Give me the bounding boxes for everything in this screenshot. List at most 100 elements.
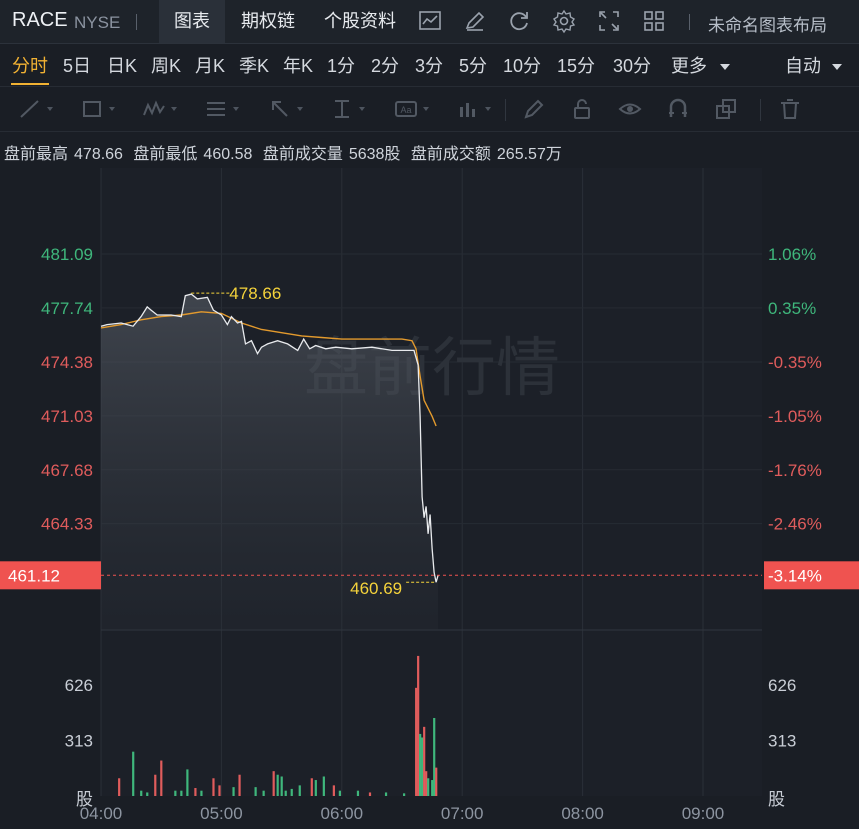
high-low-markers: 478.66 460.69 xyxy=(191,284,437,598)
volume-tick-label: 626 xyxy=(768,676,796,695)
premarket-low-label: 盘前最低 xyxy=(133,146,198,163)
period-5min[interactable]: 5分 xyxy=(459,56,488,76)
percent-tick-label: -0.35% xyxy=(768,353,822,372)
period-quarterly[interactable]: 季K xyxy=(239,56,270,76)
volume-bar xyxy=(262,790,265,796)
separator xyxy=(505,99,506,121)
volume-bar xyxy=(322,776,325,796)
line-tool-icon[interactable] xyxy=(18,97,58,121)
settings-icon[interactable] xyxy=(551,8,577,34)
brush-icon[interactable] xyxy=(522,97,562,121)
volume-bar xyxy=(254,787,257,796)
auto-scale-label: 自动 xyxy=(785,56,821,76)
lock-icon[interactable] xyxy=(570,97,610,121)
refresh-icon[interactable] xyxy=(506,8,532,34)
text-tool-icon[interactable]: Aa xyxy=(394,97,434,121)
period-more[interactable]: 更多 xyxy=(671,52,731,78)
volume-bar xyxy=(132,751,135,796)
volume-bar xyxy=(419,733,422,796)
volume-bar xyxy=(218,785,221,796)
tab-options-chain[interactable]: 期权链 xyxy=(241,11,295,31)
period-30min[interactable]: 30分 xyxy=(613,56,652,76)
price-axis-left: 481.09 477.74 474.38 471.03 467.68 464.33 626 3… xyxy=(41,245,93,809)
drawing-toolbar: Aa xyxy=(0,86,859,132)
time-tick-label: 05:00 xyxy=(200,804,243,823)
layout-grid-icon[interactable] xyxy=(641,8,667,34)
price-tick-label: 467.68 xyxy=(41,461,93,480)
volume-bar xyxy=(186,769,189,796)
volume-bar xyxy=(154,774,157,796)
current-percent-tag xyxy=(764,561,859,590)
volume-bar xyxy=(140,790,143,796)
volume-bar xyxy=(212,778,215,796)
fullscreen-icon[interactable] xyxy=(596,8,622,34)
period-1min[interactable]: 1分 xyxy=(327,56,356,76)
eye-icon[interactable] xyxy=(618,97,658,121)
volume-bar xyxy=(146,792,149,796)
arrow-tool-icon[interactable] xyxy=(268,97,308,121)
price-tick-label: 474.38 xyxy=(41,353,93,372)
chevron-down-icon xyxy=(720,64,731,71)
clone-icon[interactable] xyxy=(714,97,754,121)
layout-name[interactable]: 未命名图表布局 xyxy=(708,16,827,35)
draw-icon[interactable] xyxy=(462,8,488,34)
trash-icon[interactable] xyxy=(778,97,818,121)
time-tick-label: 06:00 xyxy=(321,804,364,823)
top-bar: RACE NYSE 图表 期权链 个股资料 未命名图表布局 xyxy=(0,0,859,44)
volume-bars xyxy=(118,655,438,796)
premarket-high-value: 478.66 xyxy=(74,146,123,163)
volume-bar xyxy=(272,771,275,796)
period-2min[interactable]: 2分 xyxy=(371,56,400,76)
period-daily[interactable]: 日K xyxy=(107,56,138,76)
volume-bar xyxy=(200,790,203,796)
period-15min[interactable]: 15分 xyxy=(557,56,596,76)
period-intraday[interactable]: 分时 xyxy=(12,56,48,76)
tab-chart[interactable]: 图表 xyxy=(159,0,225,43)
fib-tool-icon[interactable] xyxy=(204,97,244,121)
separator xyxy=(760,99,761,121)
percent-tick-label: -1.76% xyxy=(768,461,822,480)
volume-bar xyxy=(280,776,283,796)
volume-bar xyxy=(232,787,235,796)
volume-bar xyxy=(298,785,301,796)
volume-bar xyxy=(427,778,430,796)
measure-tool-icon[interactable] xyxy=(330,97,370,121)
percent-tick-label: 0.35% xyxy=(768,299,816,318)
stock-exchange: NYSE xyxy=(74,13,121,32)
time-tick-label: 08:00 xyxy=(561,804,604,823)
period-bar: 分时 5日 日K 周K 月K 季K 年K 1分 2分 3分 5分 10分 15分… xyxy=(0,44,859,84)
volume-unit-label: 股 xyxy=(76,790,93,809)
volume-bar xyxy=(314,780,317,796)
period-5d[interactable]: 5日 xyxy=(63,56,92,76)
tab-stock-profile[interactable]: 个股资料 xyxy=(324,11,396,31)
volume-bar xyxy=(290,788,293,796)
price-tick-label: 477.74 xyxy=(41,299,93,318)
period-yearly[interactable]: 年K xyxy=(283,56,314,76)
auto-scale-select[interactable]: 自动 xyxy=(785,52,843,78)
volume-bar xyxy=(276,774,279,796)
volume-bar xyxy=(356,790,360,796)
volume-bar xyxy=(417,655,420,796)
volume-bar xyxy=(338,790,341,796)
bar-pattern-icon[interactable] xyxy=(456,97,496,121)
separator xyxy=(689,14,690,30)
active-period-indicator xyxy=(11,83,49,85)
premarket-high-label: 盘前最高 xyxy=(4,146,69,163)
price-tick-label: 471.03 xyxy=(41,407,93,426)
period-3min[interactable]: 3分 xyxy=(415,56,444,76)
indicator-icon[interactable] xyxy=(417,8,443,34)
price-area xyxy=(101,294,439,630)
period-weekly[interactable]: 周K xyxy=(151,56,182,76)
rectangle-tool-icon[interactable] xyxy=(80,97,120,121)
volume-tick-label: 626 xyxy=(65,676,93,695)
time-axis: 04:00 05:00 06:00 07:00 08:00 09:00 xyxy=(80,804,725,823)
period-monthly[interactable]: 月K xyxy=(195,56,226,76)
premarket-stats: 盘前最高 478.66 盘前最低 460.58 盘前成交量 5638股 盘前成交额 26… xyxy=(4,140,568,164)
volume-bar xyxy=(310,778,313,796)
wave-tool-icon[interactable] xyxy=(142,97,182,121)
chevron-down-icon xyxy=(832,64,843,71)
period-10min[interactable]: 10分 xyxy=(503,56,542,76)
volume-bar xyxy=(403,793,406,796)
magnet-icon[interactable] xyxy=(666,97,706,121)
